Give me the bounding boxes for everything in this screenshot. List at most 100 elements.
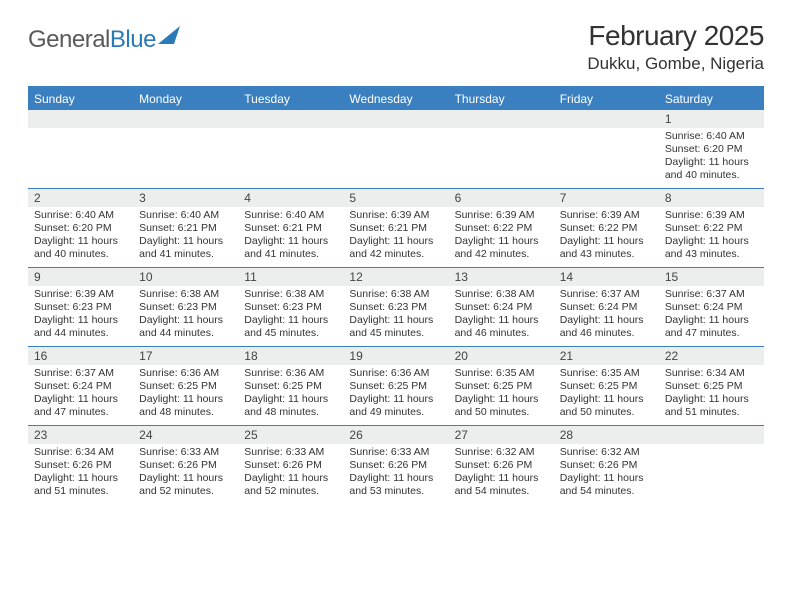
daynum-row: 232425262728 — [28, 426, 764, 444]
sunrise-text: Sunrise: 6:36 AM — [349, 367, 442, 380]
sunrise-text: Sunrise: 6:37 AM — [34, 367, 127, 380]
weekday-header-row: Sunday Monday Tuesday Wednesday Thursday… — [28, 88, 764, 110]
day-cell — [554, 128, 659, 188]
week-row: 1Sunrise: 6:40 AMSunset: 6:20 PMDaylight… — [28, 110, 764, 188]
day-cell: Sunrise: 6:40 AMSunset: 6:20 PMDaylight:… — [659, 128, 764, 188]
day-cell: Sunrise: 6:37 AMSunset: 6:24 PMDaylight:… — [659, 286, 764, 346]
sunrise-text: Sunrise: 6:33 AM — [139, 446, 232, 459]
day-number: 18 — [238, 347, 343, 365]
week-row: 9101112131415Sunrise: 6:39 AMSunset: 6:2… — [28, 267, 764, 346]
sunrise-text: Sunrise: 6:40 AM — [665, 130, 758, 143]
title-block: February 2025 Dukku, Gombe, Nigeria — [587, 20, 764, 74]
sunset-text: Sunset: 6:25 PM — [455, 380, 548, 393]
weekday-label: Sunday — [28, 88, 133, 110]
sunrise-text: Sunrise: 6:39 AM — [560, 209, 653, 222]
sunset-text: Sunset: 6:25 PM — [139, 380, 232, 393]
day-cell — [28, 128, 133, 188]
sunrise-text: Sunrise: 6:37 AM — [560, 288, 653, 301]
day-number: 17 — [133, 347, 238, 365]
weekday-label: Thursday — [449, 88, 554, 110]
sunset-text: Sunset: 6:24 PM — [560, 301, 653, 314]
sunset-text: Sunset: 6:20 PM — [34, 222, 127, 235]
sunrise-text: Sunrise: 6:34 AM — [665, 367, 758, 380]
weekday-label: Friday — [554, 88, 659, 110]
day-number — [133, 110, 238, 128]
weeks-container: 1Sunrise: 6:40 AMSunset: 6:20 PMDaylight… — [28, 110, 764, 504]
daylight-text: Daylight: 11 hours and 41 minutes. — [139, 235, 232, 261]
sunrise-text: Sunrise: 6:35 AM — [560, 367, 653, 380]
day-cell: Sunrise: 6:33 AMSunset: 6:26 PMDaylight:… — [133, 444, 238, 504]
day-number: 7 — [554, 189, 659, 207]
sunrise-text: Sunrise: 6:39 AM — [455, 209, 548, 222]
day-cell — [343, 128, 448, 188]
sunrise-text: Sunrise: 6:39 AM — [665, 209, 758, 222]
daylight-text: Daylight: 11 hours and 45 minutes. — [244, 314, 337, 340]
title-month: February 2025 — [587, 20, 764, 52]
weekday-label: Monday — [133, 88, 238, 110]
sunrise-text: Sunrise: 6:40 AM — [244, 209, 337, 222]
sunrise-text: Sunrise: 6:37 AM — [665, 288, 758, 301]
sunrise-text: Sunrise: 6:33 AM — [349, 446, 442, 459]
day-cell: Sunrise: 6:39 AMSunset: 6:22 PMDaylight:… — [554, 207, 659, 267]
day-cell: Sunrise: 6:39 AMSunset: 6:21 PMDaylight:… — [343, 207, 448, 267]
daylight-text: Daylight: 11 hours and 45 minutes. — [349, 314, 442, 340]
sunset-text: Sunset: 6:23 PM — [244, 301, 337, 314]
sunrise-text: Sunrise: 6:38 AM — [244, 288, 337, 301]
sunrise-text: Sunrise: 6:39 AM — [34, 288, 127, 301]
day-number: 6 — [449, 189, 554, 207]
sunrise-text: Sunrise: 6:40 AM — [139, 209, 232, 222]
day-cell: Sunrise: 6:33 AMSunset: 6:26 PMDaylight:… — [343, 444, 448, 504]
daylight-text: Daylight: 11 hours and 46 minutes. — [560, 314, 653, 340]
day-cell — [133, 128, 238, 188]
day-cell: Sunrise: 6:38 AMSunset: 6:24 PMDaylight:… — [449, 286, 554, 346]
daylight-text: Daylight: 11 hours and 42 minutes. — [349, 235, 442, 261]
day-number: 5 — [343, 189, 448, 207]
day-number: 23 — [28, 426, 133, 444]
sunrise-text: Sunrise: 6:33 AM — [244, 446, 337, 459]
daylight-text: Daylight: 11 hours and 44 minutes. — [139, 314, 232, 340]
sunset-text: Sunset: 6:23 PM — [139, 301, 232, 314]
day-cell: Sunrise: 6:37 AMSunset: 6:24 PMDaylight:… — [28, 365, 133, 425]
sunrise-text: Sunrise: 6:38 AM — [349, 288, 442, 301]
day-number: 15 — [659, 268, 764, 286]
sunset-text: Sunset: 6:25 PM — [560, 380, 653, 393]
day-cell: Sunrise: 6:32 AMSunset: 6:26 PMDaylight:… — [449, 444, 554, 504]
week-row: 2345678 Sunrise: 6:40 AM Sunset: 6:20 PM Da… — [28, 188, 764, 267]
daylight-text: Daylight: 11 hours and 52 minutes. — [244, 472, 337, 498]
day-cell: Sunrise: 6:38 AMSunset: 6:23 PMDaylight:… — [238, 286, 343, 346]
sunset-text: Sunset: 6:26 PM — [455, 459, 548, 472]
sail-icon — [158, 26, 180, 44]
weekday-label: Tuesday — [238, 88, 343, 110]
daylight-text: Daylight: 11 hours and 54 minutes. — [560, 472, 653, 498]
sunset-text: Sunset: 6:20 PM — [665, 143, 758, 156]
day-cell: Sunrise: 6:36 AMSunset: 6:25 PMDaylight:… — [133, 365, 238, 425]
daylight-text: Daylight: 11 hours and 50 minutes. — [455, 393, 548, 419]
day-number: 12 — [343, 268, 448, 286]
daylight-text: Daylight: 11 hours and 40 minutes. — [665, 156, 758, 182]
day-number: 28 — [554, 426, 659, 444]
day-number — [554, 110, 659, 128]
week-row: 232425262728Sunrise: 6:34 AMSunset: 6:26… — [28, 425, 764, 504]
calendar-grid: Sunday Monday Tuesday Wednesday Thursday… — [28, 86, 764, 504]
sunset-text: Sunset: 6:22 PM — [560, 222, 653, 235]
sunset-text: Sunset: 6:26 PM — [34, 459, 127, 472]
day-cell: Sunrise: 6:36 AMSunset: 6:25 PMDaylight:… — [238, 365, 343, 425]
sunset-text: Sunset: 6:23 PM — [349, 301, 442, 314]
day-cell: Sunrise: 6:39 AMSunset: 6:22 PMDaylight:… — [659, 207, 764, 267]
daynum-row: 2345678 — [28, 189, 764, 207]
sunset-text: Sunset: 6:25 PM — [244, 380, 337, 393]
daylight-text: Daylight: 11 hours and 52 minutes. — [139, 472, 232, 498]
day-number — [343, 110, 448, 128]
sunrise-text: Sunrise: 6:34 AM — [34, 446, 127, 459]
sunset-text: Sunset: 6:26 PM — [139, 459, 232, 472]
day-number — [449, 110, 554, 128]
sunrise-text: Sunrise: 6:35 AM — [455, 367, 548, 380]
daylight-text: Daylight: 11 hours and 47 minutes. — [665, 314, 758, 340]
sunset-text: Sunset: 6:25 PM — [349, 380, 442, 393]
daylight-text: Daylight: 11 hours and 47 minutes. — [34, 393, 127, 419]
day-number: 10 — [133, 268, 238, 286]
day-number: 19 — [343, 347, 448, 365]
day-number: 14 — [554, 268, 659, 286]
day-number: 22 — [659, 347, 764, 365]
day-number: 13 — [449, 268, 554, 286]
